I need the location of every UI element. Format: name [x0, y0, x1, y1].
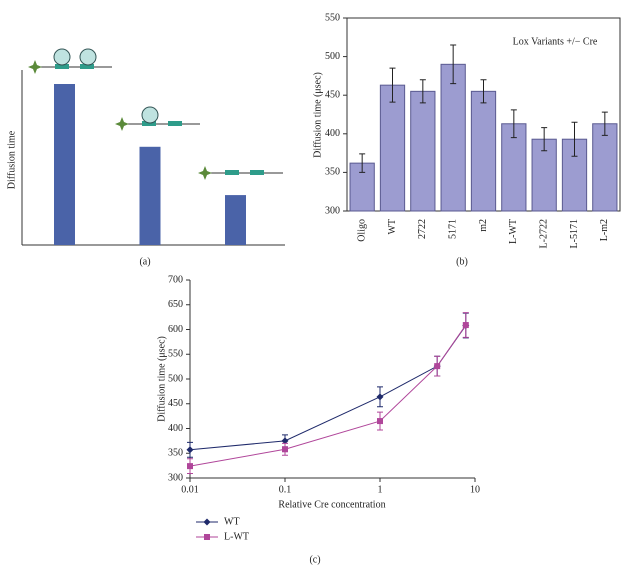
x-tick-label: 0.01 — [181, 484, 199, 495]
y-tick-label: 550 — [325, 12, 340, 23]
error-bar — [510, 109, 517, 139]
y-tick-label: 650 — [168, 299, 183, 310]
annotation: Lox Variants +/− Cre — [513, 36, 598, 47]
y-tick-label: 500 — [325, 51, 340, 62]
legend-label: L-WT — [224, 531, 249, 542]
bar — [379, 84, 406, 212]
error-bar — [389, 67, 396, 103]
y-tick-label: 450 — [168, 398, 183, 409]
x-tick-label: Oligo — [356, 219, 367, 242]
bar — [592, 123, 618, 212]
error-bar — [480, 79, 487, 104]
bar — [225, 195, 246, 245]
marker — [434, 363, 441, 370]
legend-marker — [203, 518, 211, 526]
y-axis-label: Diffusion time — [6, 130, 17, 189]
marker — [376, 393, 384, 401]
marker — [186, 446, 194, 454]
x-tick-label: L-2722 — [538, 219, 549, 248]
bar — [139, 146, 161, 245]
error-bar — [359, 153, 366, 173]
panel-label: (a) — [139, 256, 150, 267]
axes-c — [189, 280, 475, 479]
marker — [377, 418, 383, 425]
y-tick-label: 450 — [325, 89, 340, 100]
panel-label: (b) — [456, 256, 468, 267]
marker — [282, 446, 288, 453]
error-bar — [601, 111, 608, 136]
x-tick-label: WT — [387, 219, 398, 235]
bar — [440, 63, 466, 212]
y-tick-label: 350 — [325, 167, 340, 178]
y-tick-label: 500 — [168, 373, 183, 384]
y-tick-label: 550 — [168, 349, 183, 360]
y-axis-label: Diffusion time (μsec) — [312, 72, 323, 158]
y-tick-label: 400 — [325, 128, 340, 139]
error-bar — [450, 44, 457, 85]
error-bar — [541, 127, 548, 152]
y-tick-label: 350 — [168, 448, 183, 459]
x-tick-label: m2 — [478, 219, 489, 232]
error-bar — [571, 121, 578, 157]
y-axis-label: Diffusion time (μsec) — [156, 336, 167, 422]
dna-icons — [28, 48, 283, 180]
bar — [470, 90, 497, 212]
x-tick-label: L-m2 — [599, 219, 610, 241]
y-tick-label: 300 — [168, 472, 183, 483]
x-tick-label: 10 — [470, 484, 480, 495]
legend-label: WT — [224, 516, 240, 527]
panel-label: (c) — [309, 554, 320, 565]
x-tick-label: 5171 — [447, 219, 458, 239]
marker — [187, 463, 193, 470]
marker — [462, 322, 469, 329]
bar — [410, 90, 436, 212]
x-tick-label: L-5171 — [569, 219, 580, 248]
y-tick-label: 300 — [325, 205, 340, 216]
legend-marker — [204, 534, 210, 540]
y-tick-label: 700 — [168, 274, 183, 285]
bar — [54, 84, 75, 245]
line — [189, 325, 467, 451]
y-tick-label: 600 — [168, 324, 183, 335]
x-axis-label: Relative Cre concentration — [278, 499, 385, 510]
x-tick-label: L-WT — [508, 219, 519, 244]
x-tick-label: 2722 — [417, 219, 428, 239]
line — [189, 324, 467, 467]
error-bar — [419, 79, 426, 104]
y-tick-label: 400 — [168, 423, 183, 434]
x-tick-label: 1 — [378, 484, 383, 495]
x-tick-label: 0.1 — [279, 484, 292, 495]
marker — [281, 437, 289, 445]
